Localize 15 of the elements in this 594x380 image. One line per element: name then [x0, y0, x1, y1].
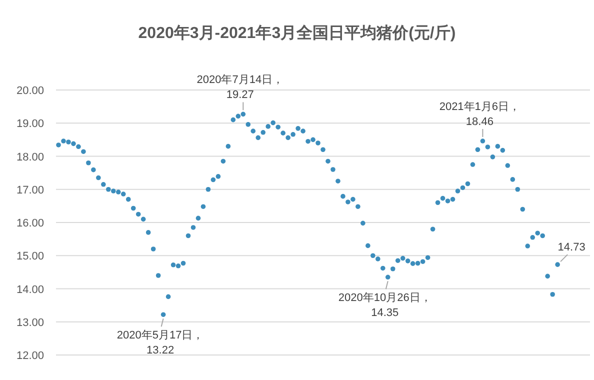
- data-label: 2021年1月6日， 18.46: [439, 101, 520, 128]
- y-tick-label: 16.00: [16, 218, 44, 230]
- y-tick-label: 20.00: [16, 85, 44, 97]
- data-label: 2020年7月14日， 19.27: [196, 74, 284, 102]
- chart-title: 2020年3月-2021年3月全国日平均猪价(元/斤): [138, 24, 456, 42]
- y-tick-label: 19.00: [16, 118, 44, 130]
- y-tick-label: 13.00: [16, 316, 44, 329]
- y-tick-label: 17.00: [16, 184, 44, 196]
- y-tick-label: 18.00: [16, 151, 44, 164]
- y-tick-label: 15.00: [16, 250, 44, 263]
- data-label: 2020年10月26日， 14.35: [338, 292, 432, 320]
- y-tick-label: 12.00: [16, 350, 44, 362]
- y-tick-label: 14.00: [16, 284, 44, 296]
- data-label: 14.73: [558, 242, 586, 254]
- data-label: 2020年5月17日， 13.22: [116, 330, 204, 357]
